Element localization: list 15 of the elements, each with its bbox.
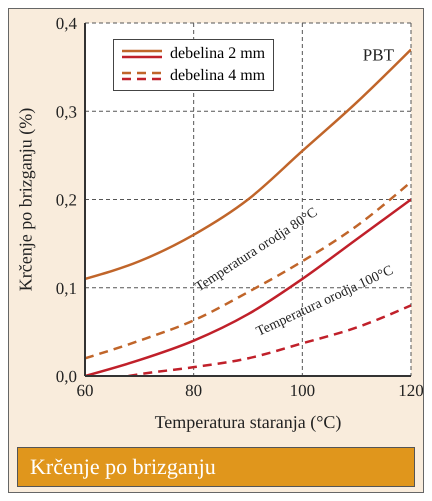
legend-label: debelina 4 mm xyxy=(170,66,266,86)
y-tick-label: 0,4 xyxy=(56,14,78,34)
x-tick-label: 80 xyxy=(185,381,202,400)
x-axis-title: Temperatura staranja (°C) xyxy=(154,412,342,432)
y-tick-label: 0,0 xyxy=(56,367,77,386)
x-tick-label: 60 xyxy=(76,381,94,400)
y-tick-label: 0,3 xyxy=(56,102,77,122)
y-tick-label: 0,1 xyxy=(56,278,77,298)
x-tick-label: 100 xyxy=(290,381,316,400)
legend-label: debelina 2 mm xyxy=(170,44,266,64)
annotation: PBT xyxy=(362,46,395,65)
y-tick-label: 0,2 xyxy=(56,190,77,210)
text: Krčenje po brizganju xyxy=(17,447,415,487)
x-tick-label: 120 xyxy=(398,381,424,400)
y-axis-title: Krčenje po brizganju (%) xyxy=(15,108,36,292)
